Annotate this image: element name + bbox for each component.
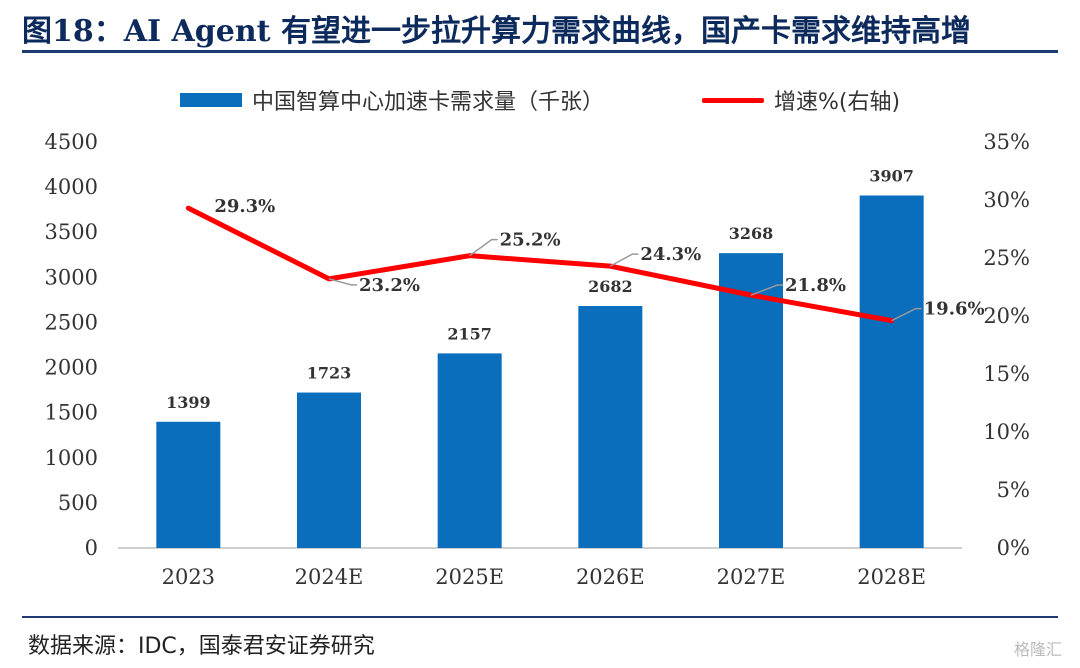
line-value-label: 29.3%: [214, 196, 275, 217]
bar-value-label: 3907: [869, 167, 914, 186]
bar: [156, 421, 221, 548]
title-divider: [22, 50, 1058, 53]
bar-value-label: 1399: [166, 393, 211, 412]
line-label-connector: [750, 284, 783, 296]
bar-value-label: 3268: [729, 224, 774, 243]
y-left-tick-label: 2000: [45, 356, 98, 380]
y-left-tick-label: 4000: [45, 175, 98, 199]
bar-value-label: 2682: [588, 277, 633, 296]
line-label-connector: [609, 253, 639, 267]
line-value-label: 23.2%: [359, 275, 420, 296]
x-tick-label: 2027E: [717, 565, 786, 589]
bar: [437, 353, 502, 548]
y-right-tick-label: 10%: [983, 420, 1030, 444]
legend-item-line: 增速%(右轴): [702, 84, 900, 116]
y-right-tick-label: 15%: [983, 362, 1030, 386]
y-left-tick-label: 500: [58, 491, 98, 515]
legend-bar-swatch: [180, 93, 242, 107]
line-value-label: 19.6%: [924, 299, 985, 320]
bar-value-label: 2157: [447, 324, 492, 343]
y-left-tick-label: 3000: [45, 265, 98, 289]
watermark-logo: 格隆汇: [1013, 640, 1062, 659]
y-left-tick-label: 2500: [45, 310, 98, 334]
y-right-tick-label: 30%: [983, 188, 1030, 212]
legend-line-swatch: [702, 97, 764, 103]
x-tick-label: 2023: [162, 565, 215, 589]
bar: [859, 195, 924, 548]
y-left-tick-label: 0: [85, 536, 98, 560]
y-right-tick-label: 20%: [983, 304, 1030, 328]
line-label-connector: [469, 238, 498, 257]
growth-line: [185, 205, 895, 324]
x-tick-label: 2026E: [576, 565, 645, 589]
x-tick-label: 2025E: [435, 565, 504, 589]
line-label-connector: [328, 278, 357, 286]
x-tick-label: 2024E: [295, 565, 364, 589]
y-left-tick-label: 1500: [45, 401, 98, 425]
y-right-tick-label: 0%: [997, 536, 1030, 560]
footer-divider: [22, 616, 1058, 618]
legend-line-label: 增速%(右轴): [774, 90, 901, 115]
y-left-tick-label: 4500: [45, 130, 98, 154]
bar-value-label: 1723: [307, 364, 352, 383]
line-value-label: 21.8%: [785, 275, 846, 296]
y-right-tick-label: 25%: [983, 246, 1030, 270]
line-value-label: 25.2%: [500, 230, 561, 251]
figure-title-bar: 图18：AI Agent 有望进一步拉升算力需求曲线，国产卡需求维持高增: [0, 4, 1080, 53]
y-right-tick-label: 35%: [983, 130, 1030, 154]
chart-area: 0 500 1000 1500 2000 2500 3000 3500 4000 4500 0% 5%…: [45, 130, 1030, 589]
y-left-tick-label: 1000: [45, 446, 98, 470]
bar: [719, 253, 783, 548]
y-left-tick-label: 3500: [45, 220, 98, 244]
legend-item-bar: 中国智算中心加速卡需求量（千张）: [180, 84, 604, 116]
x-tick-label: 2028E: [857, 565, 926, 589]
legend-bar-label: 中国智算中心加速卡需求量（千张）: [252, 90, 605, 115]
figure-title: 图18：AI Agent 有望进一步拉升算力需求曲线，国产卡需求维持高增: [22, 14, 971, 49]
line-value-label: 24.3%: [640, 244, 701, 265]
y-right-tick-label: 5%: [997, 478, 1030, 502]
line-label-connector: [891, 307, 922, 322]
bar: [578, 306, 643, 548]
bar: [297, 392, 361, 548]
source-note: 数据来源：IDC，国泰君安证券研究: [28, 634, 375, 659]
